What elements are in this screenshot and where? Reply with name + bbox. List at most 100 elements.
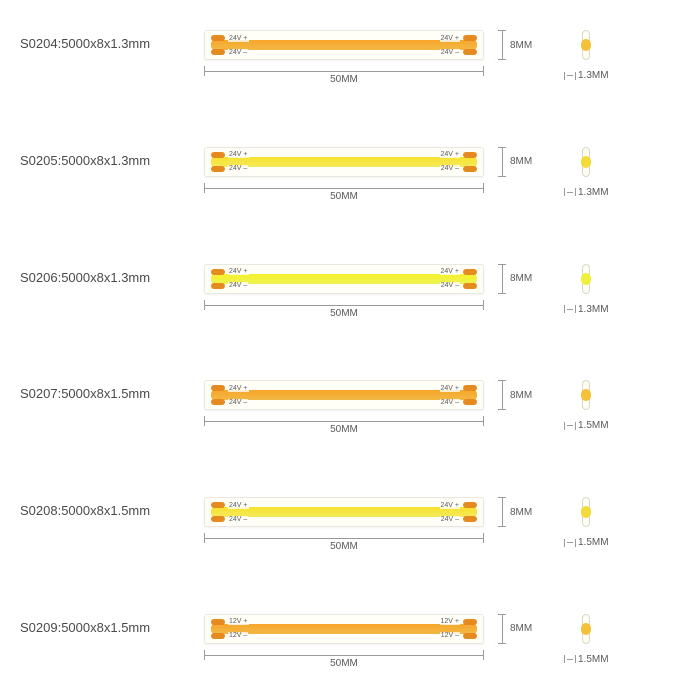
length-label: 50MM [204,541,484,552]
cross-section [582,30,590,60]
cross-section [582,264,590,294]
length-dimension: 50MM [204,66,484,86]
strip-with-length: 24V +24V +24V –24V – 50MM [204,147,484,203]
led-strip: 24V +24V +24V –24V – [204,147,484,177]
depth-dimension: 1.3MM [564,70,609,81]
cross-section [582,614,590,644]
depth-dimension: 1.5MM [564,537,609,548]
voltage-label: 24V – [228,282,248,289]
length-label: 50MM [204,308,484,319]
voltage-label: 12V – [440,632,460,639]
height-label: 8MM [510,40,532,51]
depth-dimension: 1.3MM [564,187,609,198]
voltage-label: 24V – [228,399,248,406]
depth-label: 1.5MM [578,420,609,431]
cross-section-block: 1.5MM [564,497,609,548]
solder-pad [211,502,225,508]
solder-pad [211,633,225,639]
length-dimension: 50MM [204,533,484,553]
length-dimension: 50MM [204,650,484,670]
voltage-label: 12V + [440,618,461,625]
solder-pad [463,633,477,639]
solder-pad [463,269,477,275]
length-label: 50MM [204,191,484,202]
strip-with-length: 24V +24V +24V –24V – 50MM [204,380,484,436]
height-dimension: 8MM [498,380,544,410]
solder-pad [463,152,477,158]
solder-pad [211,49,225,55]
cross-section [582,147,590,177]
voltage-label: 24V – [228,49,248,56]
product-code: S0209:5000x8x1.5mm [20,614,190,635]
solder-pad [211,399,225,405]
length-label: 50MM [204,658,484,669]
height-dimension: 8MM [498,497,544,527]
solder-pad [463,49,477,55]
height-label: 8MM [510,156,532,167]
solder-pad [211,269,225,275]
strip-with-length: 12V + 12V + 12V – 12V – 50MM [204,614,484,670]
depth-label: 1.5MM [578,654,609,665]
strip-row: S0207:5000x8x1.5mm24V +24V +24V –24V – 5… [20,380,680,436]
length-label: 50MM [204,74,484,85]
depth-dimension: 1.3MM [564,304,609,315]
height-dimension: 8MM [498,147,544,177]
solder-pad [463,502,477,508]
voltage-label: 24V – [228,516,248,523]
solder-pad [211,385,225,391]
strip-row: S0208:5000x8x1.5mm24V +24V +24V –24V – 5… [20,497,680,553]
cross-section-block: 1.3MM [564,264,609,315]
length-dimension: 50MM [204,183,484,203]
product-code: S0206:5000x8x1.3mm [20,264,190,285]
cross-section-block: 1.5MM [564,380,609,431]
strip-with-length: 24V +24V +24V –24V – 50MM [204,30,484,86]
solder-pad [211,166,225,172]
depth-label: 1.3MM [578,187,609,198]
voltage-label: 24V – [228,165,248,172]
solder-pad [211,35,225,41]
height-label: 8MM [510,623,532,634]
depth-label: 1.3MM [578,304,609,315]
voltage-label: 24V + [228,35,249,42]
voltage-label: 12V – [228,632,248,639]
led-strip: 24V +24V +24V –24V – [204,264,484,294]
strip-row: S0205:5000x8x1.3mm24V +24V +24V –24V – 5… [20,147,680,203]
voltage-label: 24V + [440,151,461,158]
depth-dimension: 1.5MM [564,654,609,665]
cross-section-block: 1.3MM [564,30,609,81]
solder-pad [211,152,225,158]
solder-pad [211,283,225,289]
solder-pad [463,619,477,625]
voltage-label: 24V + [228,268,249,275]
height-dimension: 8MM [498,264,544,294]
product-code: S0207:5000x8x1.5mm [20,380,190,401]
solder-pad [463,385,477,391]
voltage-label: 24V + [440,502,461,509]
depth-label: 1.3MM [578,70,609,81]
cross-section [582,380,590,410]
strip-row: S0206:5000x8x1.3mm24V +24V +24V –24V – 5… [20,264,680,320]
height-label: 8MM [510,390,532,401]
solder-pad [211,619,225,625]
cross-section-block: 1.5MM [564,614,609,665]
length-dimension: 50MM [204,416,484,436]
solder-pad [463,516,477,522]
product-code: S0205:5000x8x1.3mm [20,147,190,168]
strip-row: S0204:5000x8x1.3mm24V +24V +24V –24V – 5… [20,30,680,86]
led-strip: 24V +24V +24V –24V – [204,30,484,60]
voltage-label: 24V – [440,282,460,289]
led-strip: 24V +24V +24V –24V – [204,497,484,527]
cross-section [582,497,590,527]
voltage-label: 24V + [228,385,249,392]
voltage-label: 24V – [440,165,460,172]
voltage-label: 12V + [228,618,249,625]
height-label: 8MM [510,507,532,518]
solder-pad [463,166,477,172]
height-label: 8MM [510,273,532,284]
voltage-label: 24V – [440,399,460,406]
voltage-label: 24V + [228,502,249,509]
led-strip: 12V + 12V + 12V – 12V – [204,614,484,644]
solder-pad [463,399,477,405]
solder-pad [211,516,225,522]
strip-row: S0209:5000x8x1.5mm 12V + 12V + 12V – 12V – 5… [20,614,680,670]
